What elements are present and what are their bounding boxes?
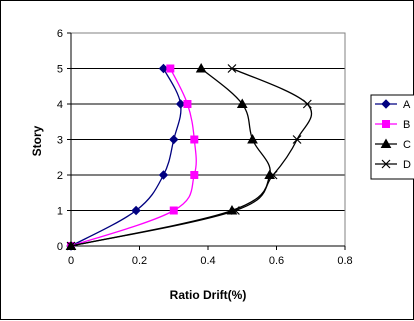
y-tick-label: 0 <box>57 241 63 253</box>
data-point-C-3 <box>247 133 258 144</box>
legend-box <box>370 94 414 180</box>
y-tick-label: 2 <box>57 170 63 182</box>
data-point-B-1 <box>169 206 178 215</box>
series-layer <box>65 62 313 251</box>
data-point-A-3 <box>169 134 179 145</box>
data-point-B-2 <box>190 171 199 179</box>
legend-marker-C <box>380 138 392 148</box>
data-point-B-5 <box>166 64 175 73</box>
y-axis-title: Story <box>30 125 44 156</box>
series-line-C <box>70 68 271 247</box>
data-point-D-1 <box>230 206 240 215</box>
series-line-A <box>70 68 182 247</box>
y-tick-label: 5 <box>57 64 63 76</box>
legend-label-B: B <box>403 119 410 131</box>
y-tick-label: 1 <box>57 206 63 218</box>
y-tick-label: 6 <box>57 28 63 40</box>
x-tick-label: 0.6 <box>269 255 284 267</box>
x-tick-label: 0.2 <box>132 255 147 267</box>
series-line-D <box>70 67 313 247</box>
legend-label-A: A <box>403 99 411 111</box>
legend-label-C: C <box>403 139 411 151</box>
x-tick-label: 0 <box>68 255 74 267</box>
data-point-D-2 <box>268 170 278 180</box>
data-point-B-4 <box>183 100 192 108</box>
x-tick-label: 0.4 <box>200 255 215 267</box>
x-tick-label: 0.8 <box>337 255 352 267</box>
data-point-D-4 <box>302 99 312 109</box>
data-point-C-5 <box>195 62 207 73</box>
data-point-A-2 <box>158 170 169 180</box>
data-point-D-5 <box>227 64 237 73</box>
data-point-D-3 <box>292 135 302 144</box>
y-tick-label: 4 <box>57 99 63 111</box>
legend-label-D: D <box>403 159 411 171</box>
x-axis-title: Ratio Drift(%) <box>170 288 247 302</box>
legend-marker-B <box>382 120 390 128</box>
data-point-A-4 <box>175 99 186 109</box>
data-point-A-1 <box>131 205 141 216</box>
legend-marker-D <box>381 159 391 169</box>
data-point-B-3 <box>190 135 199 144</box>
data-point-A-5 <box>158 63 169 74</box>
grid-layer <box>71 32 345 211</box>
data-point-D-0 <box>66 241 76 251</box>
axes-layer: 0 1 2 3 4 5 6 0 0.2 0.4 0.6 0.8 <box>57 28 353 267</box>
y-tick-label: 3 <box>57 135 63 147</box>
data-point-C-4 <box>236 98 248 108</box>
legend-marker-A <box>381 99 391 109</box>
